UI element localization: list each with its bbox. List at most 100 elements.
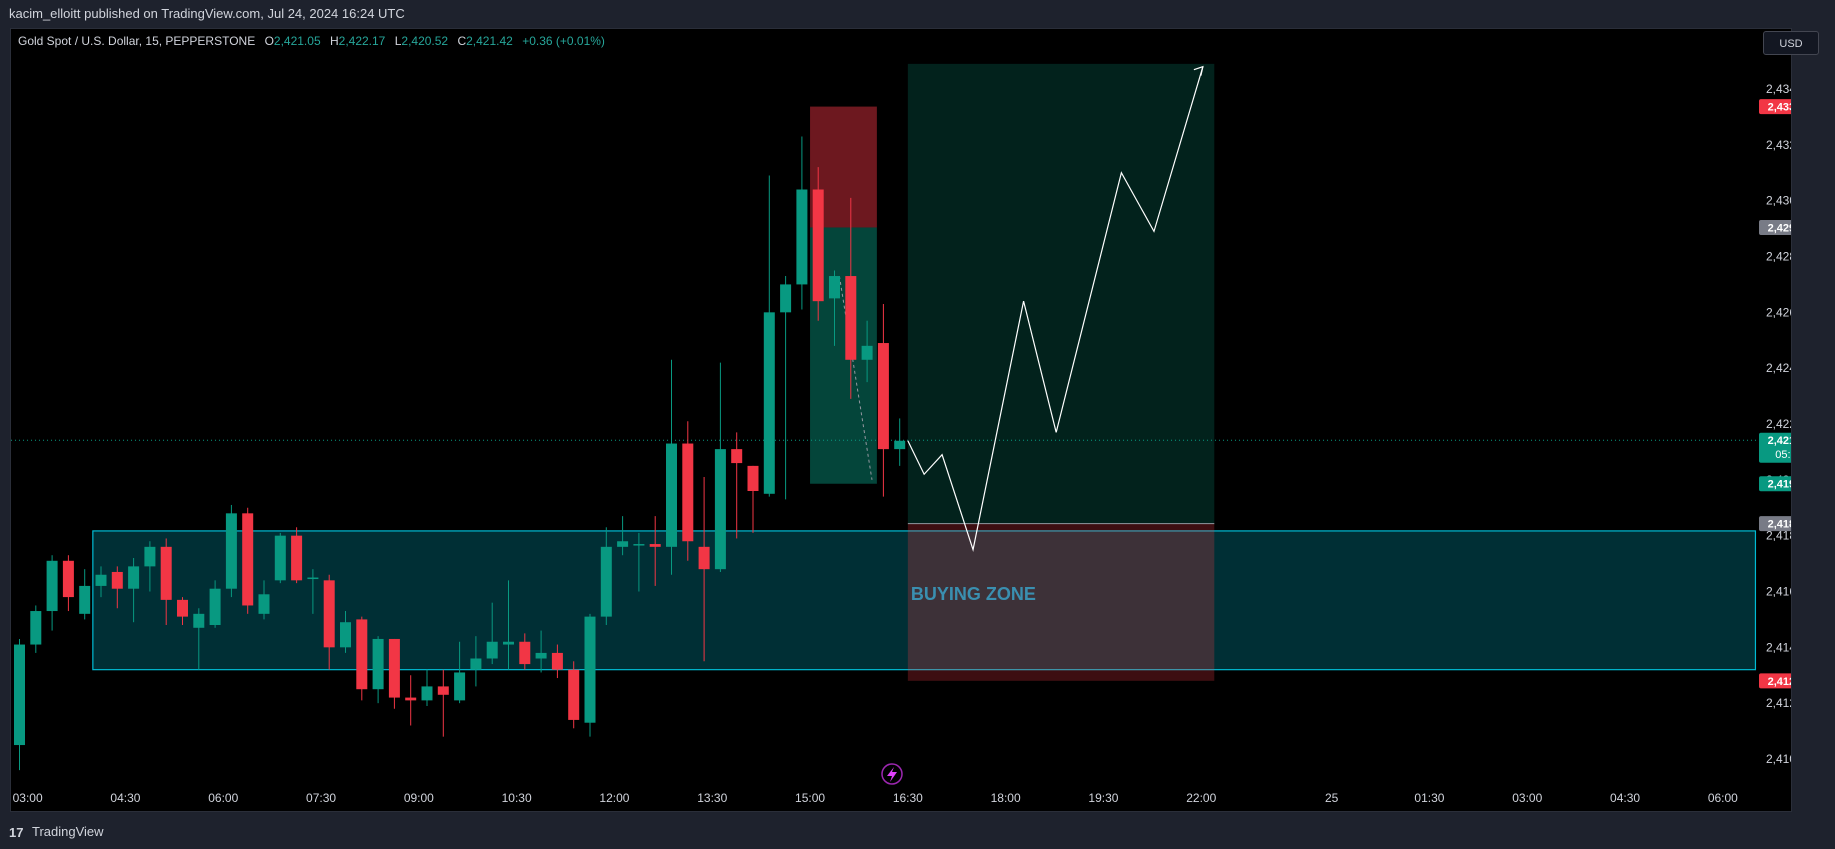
candle xyxy=(242,507,254,614)
currency-button[interactable]: USD xyxy=(1763,31,1819,55)
x-tick-label: 22:00 xyxy=(1186,791,1216,805)
candle-body xyxy=(421,686,433,701)
candle xyxy=(128,558,140,623)
candle xyxy=(845,197,857,399)
candle xyxy=(633,532,645,592)
footer-bar: 17 TradingView xyxy=(0,820,1835,849)
candle xyxy=(95,566,107,598)
candle-body xyxy=(812,189,824,302)
candle-body xyxy=(503,641,514,645)
candle-body xyxy=(437,686,449,695)
candle-body xyxy=(291,535,303,581)
y-tick-label: 2,416.00 xyxy=(1766,585,1791,599)
candle xyxy=(160,538,172,625)
candle xyxy=(30,605,42,653)
y-tick-label: 2,424.00 xyxy=(1766,361,1791,375)
lightning-bolt xyxy=(887,767,897,782)
buying-zone-rect xyxy=(92,530,1757,671)
x-tick-label: 06:00 xyxy=(1708,791,1738,805)
candle-body xyxy=(780,284,792,313)
high-label: H xyxy=(329,34,339,48)
lightning-icon[interactable] xyxy=(881,763,903,785)
candle xyxy=(796,136,808,310)
candle xyxy=(258,580,270,620)
candle xyxy=(225,504,237,598)
chart-frame[interactable]: BUYING ZONE 2,410.00 2,412.00 2,414.00 2,416… xyxy=(10,28,1792,812)
x-tick-label: 07:30 xyxy=(306,791,336,805)
x-tick-label: 25 xyxy=(1325,791,1339,805)
x-tick-label: 04:30 xyxy=(1610,791,1640,805)
candles-layer xyxy=(14,136,906,771)
buying-zone-label: BUYING ZONE xyxy=(911,584,1036,604)
candle-body xyxy=(584,616,596,723)
candle-body xyxy=(258,594,270,614)
candle xyxy=(307,569,319,614)
candle xyxy=(666,359,677,575)
candle xyxy=(470,636,482,687)
candle xyxy=(503,580,514,670)
candle-body xyxy=(551,652,563,670)
candle-body xyxy=(405,697,417,701)
y-tick-label: 2,430.00 xyxy=(1766,194,1791,208)
candle-body xyxy=(714,449,726,570)
candle xyxy=(763,175,775,497)
candle-body xyxy=(388,638,400,698)
low-label: L xyxy=(394,34,402,48)
candle xyxy=(46,555,58,631)
candle-body xyxy=(894,440,906,450)
candle-body xyxy=(796,189,808,285)
candle xyxy=(829,270,840,346)
candle-body xyxy=(633,544,645,546)
candle-body xyxy=(111,571,123,589)
x-tick-label: 16:30 xyxy=(893,791,923,805)
y-tick-label: 2,412.00 xyxy=(1766,696,1791,710)
candle-body xyxy=(128,566,140,589)
candle-body xyxy=(829,276,840,299)
candle xyxy=(14,638,25,771)
y-tick-label: 2,418.00 xyxy=(1766,529,1791,543)
candle xyxy=(79,569,91,620)
candle xyxy=(388,638,400,709)
price-label-text: 2,421.42 xyxy=(1768,435,1791,447)
candle xyxy=(812,167,824,321)
x-tick-label: 15:00 xyxy=(795,791,825,805)
candle-body xyxy=(861,345,873,360)
price-label: 2,418.43 xyxy=(1759,516,1791,532)
candle xyxy=(274,532,286,584)
candle xyxy=(291,527,303,584)
candle xyxy=(894,418,906,466)
candle xyxy=(535,630,547,673)
candle-body xyxy=(470,658,482,670)
candle xyxy=(698,477,710,662)
candle xyxy=(356,616,368,701)
candle-body xyxy=(340,622,351,648)
candle-body xyxy=(307,577,319,580)
lightning-icon-ring xyxy=(881,763,903,785)
x-axis: 03:00 04:30 06:00 07:30 09:00 10:30 12:00 13:30… xyxy=(13,791,1739,805)
candle-body xyxy=(845,276,857,360)
x-tick-label: 04:30 xyxy=(110,791,140,805)
x-tick-label: 03:00 xyxy=(1512,791,1542,805)
publisher-bar: kacim_elloitt published on TradingView.c… xyxy=(0,0,1835,28)
candle xyxy=(437,669,449,737)
candle-body xyxy=(274,535,286,581)
price-label-text: 2,412.80 xyxy=(1768,676,1791,688)
tradingview-brand[interactable]: TradingView xyxy=(32,824,104,839)
price-label: 2,433.37 xyxy=(1759,99,1791,115)
publisher-text: kacim_elloitt published on TradingView.c… xyxy=(9,6,405,21)
candle xyxy=(584,613,596,737)
candle-body xyxy=(46,560,58,612)
price-label-text: 2,429.04 xyxy=(1768,222,1791,234)
tradingview-logo-icon[interactable]: 17 xyxy=(9,825,24,840)
candle-body xyxy=(177,599,188,617)
price-label-text: 2,433.37 xyxy=(1768,102,1791,114)
price-chart[interactable]: BUYING ZONE 2,410.00 2,412.00 2,414.00 2,416… xyxy=(11,29,1791,811)
symbol-label[interactable]: Gold Spot / U.S. Dollar, 15, PEPPERSTONE xyxy=(18,34,256,48)
candle-body xyxy=(62,560,74,598)
x-tick-label: 09:00 xyxy=(404,791,434,805)
y-tick-label: 2,432.00 xyxy=(1766,138,1791,152)
x-tick-label: 06:00 xyxy=(208,791,238,805)
candle xyxy=(682,421,694,561)
price-label-box xyxy=(1759,432,1791,463)
candle-body xyxy=(617,541,629,547)
